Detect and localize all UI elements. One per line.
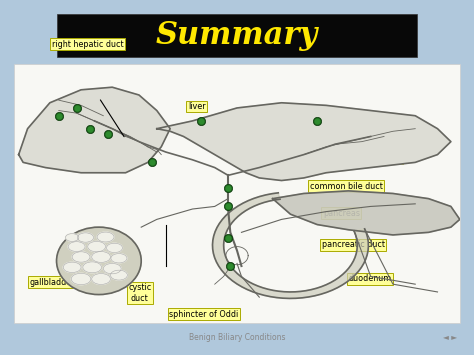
- Text: right hepatic duct: right hepatic duct: [52, 40, 124, 49]
- Text: cystic
duct: cystic duct: [128, 283, 152, 302]
- Text: liver: liver: [188, 102, 206, 111]
- Circle shape: [110, 270, 128, 280]
- Circle shape: [83, 262, 101, 273]
- Circle shape: [92, 252, 110, 262]
- Text: Benign Biliary Conditions: Benign Biliary Conditions: [189, 333, 285, 342]
- Text: pancreas: pancreas: [323, 208, 360, 218]
- Polygon shape: [18, 87, 170, 173]
- Text: left hepatic duct: left hepatic duct: [328, 123, 393, 132]
- Circle shape: [63, 262, 81, 273]
- Circle shape: [92, 274, 110, 284]
- Text: sphincter of Oddi: sphincter of Oddi: [169, 310, 238, 319]
- Text: duodenum: duodenum: [348, 274, 392, 283]
- Polygon shape: [212, 193, 368, 299]
- Circle shape: [97, 232, 114, 242]
- Polygon shape: [157, 103, 451, 180]
- FancyBboxPatch shape: [57, 14, 417, 57]
- Circle shape: [88, 241, 106, 252]
- Text: common hepatic duct: common hepatic duct: [314, 153, 402, 163]
- Ellipse shape: [56, 227, 141, 295]
- Text: common bile duct: common bile duct: [310, 182, 383, 191]
- Text: ◄ ►: ◄ ►: [443, 333, 457, 342]
- Circle shape: [72, 252, 90, 262]
- Circle shape: [68, 242, 85, 252]
- Circle shape: [103, 263, 121, 274]
- Text: pancreatic duct: pancreatic duct: [322, 240, 384, 250]
- Text: Summary: Summary: [156, 20, 318, 51]
- Circle shape: [65, 234, 79, 241]
- Circle shape: [107, 243, 122, 252]
- Circle shape: [111, 253, 127, 263]
- Text: gallbladder: gallbladder: [29, 278, 75, 287]
- Circle shape: [71, 273, 91, 285]
- Circle shape: [77, 233, 93, 242]
- Polygon shape: [273, 191, 460, 235]
- FancyBboxPatch shape: [14, 64, 460, 323]
